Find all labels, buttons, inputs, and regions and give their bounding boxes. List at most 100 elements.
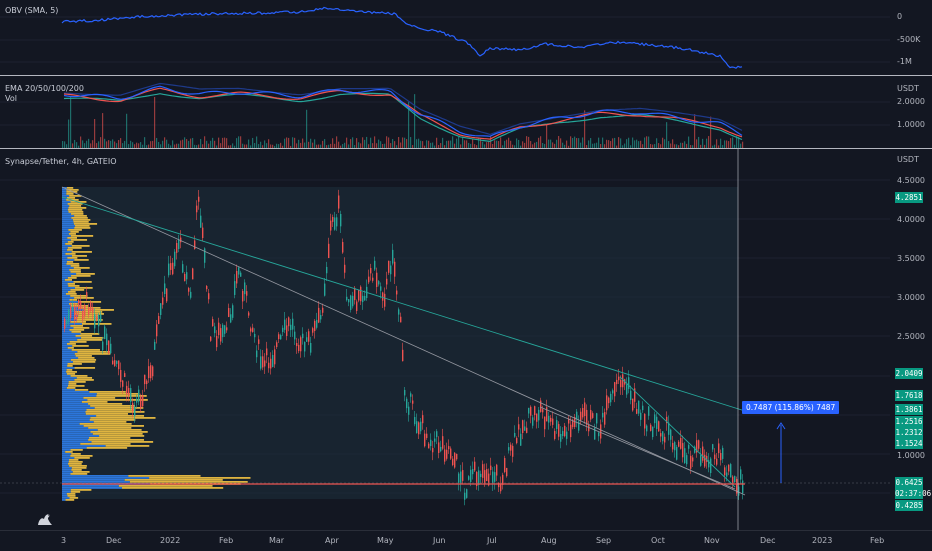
volume-profile-bar: [62, 255, 72, 257]
volume-bar: [408, 101, 410, 148]
volume-profile-bar: [62, 457, 75, 459]
volume-profile-bar: [129, 481, 248, 483]
volume-bar: [470, 143, 472, 148]
candle-body: [192, 268, 194, 280]
volume-bar: [406, 139, 408, 148]
candle-body: [510, 444, 512, 451]
volume-profile-bar: [62, 431, 91, 433]
volume-profile-bar: [77, 351, 111, 353]
candle-body: [244, 282, 246, 295]
volume-profile-bar: [62, 425, 84, 427]
pane-separator[interactable]: [0, 75, 932, 76]
candle-body: [508, 447, 510, 451]
volume-bar: [414, 94, 416, 148]
volume-indicator-label[interactable]: Vol: [5, 94, 17, 103]
price-axis-label: 4.5000: [897, 176, 925, 185]
volume-profile-bar: [67, 249, 73, 251]
volume-bar: [152, 140, 154, 148]
time-axis[interactable]: [0, 530, 932, 551]
candle-body: [424, 433, 426, 447]
volume-profile-bar: [68, 229, 82, 231]
volume-profile-bar: [62, 401, 82, 403]
volume-bar: [84, 143, 86, 148]
volume-profile-bar: [71, 467, 87, 469]
candle-body: [204, 248, 206, 263]
price-chart[interactable]: [0, 149, 932, 530]
obv-indicator-label[interactable]: OBV (SMA, 5): [5, 6, 59, 15]
volume-bar: [688, 136, 690, 148]
time-axis-label: 3: [61, 536, 67, 545]
candle-body: [346, 296, 348, 301]
volume-bar: [322, 140, 324, 148]
candle-body: [736, 478, 738, 494]
volume-bar: [572, 137, 574, 148]
candle-body: [178, 239, 180, 250]
volume-profile-bar: [67, 291, 76, 293]
obv-pane[interactable]: OBV (SMA, 5) 0 -500K -1M: [0, 0, 932, 75]
price-pane[interactable]: Synapse/Tether, 4h, GATEIO USDT 4.5000 4…: [0, 149, 932, 530]
volume-bar: [132, 142, 134, 148]
ema-volume-pane[interactable]: EMA 20/50/100/200 Vol USDT 2.0000 1.0000: [0, 76, 932, 148]
candle-body: [440, 446, 442, 452]
volume-bar: [718, 145, 720, 148]
volume-profile-bar: [62, 201, 71, 203]
volume-profile-bar: [62, 409, 87, 411]
volume-bar: [420, 140, 422, 148]
volume-bar: [158, 141, 160, 148]
candle-body: [402, 349, 404, 362]
volume-profile-bar: [62, 357, 79, 359]
volume-bar: [106, 141, 108, 148]
volume-profile-bar: [62, 195, 70, 197]
volume-bar: [194, 144, 196, 148]
volume-bar: [488, 140, 490, 148]
candle-body: [118, 360, 120, 370]
volume-profile-bar: [62, 463, 69, 465]
volume-profile-bar: [62, 369, 67, 371]
volume-bar: [454, 143, 456, 148]
candle-body: [688, 445, 690, 449]
candle-body: [714, 454, 716, 460]
volume-profile-bar: [72, 471, 90, 473]
volume-profile-bar: [92, 433, 143, 435]
candle-body: [626, 384, 628, 395]
volume-bar: [270, 144, 272, 148]
volume-bar: [440, 143, 442, 148]
candle-body: [668, 422, 670, 435]
volume-profile-bar: [81, 337, 104, 339]
candle-body: [184, 273, 186, 282]
volume-bar: [446, 140, 448, 148]
volume-bar: [314, 139, 316, 148]
volume-bar: [200, 138, 202, 148]
candle-body: [214, 326, 216, 334]
time-axis-label: 2023: [812, 536, 833, 545]
volume-bar: [476, 145, 478, 148]
candle-body: [476, 471, 478, 487]
volume-bar: [660, 144, 662, 148]
candle-body: [64, 318, 66, 329]
volume-bar: [592, 143, 594, 148]
symbol-label[interactable]: Synapse/Tether, 4h, GATEIO: [5, 157, 117, 166]
tradingview-logo-icon[interactable]: [36, 511, 54, 527]
volume-profile-bar: [62, 441, 92, 443]
volume-bar: [516, 138, 518, 148]
price-badge: 1.3861: [895, 404, 923, 415]
ema-indicator-label[interactable]: EMA 20/50/100/200: [5, 84, 84, 93]
volume-bar: [290, 145, 292, 148]
candle-body: [420, 421, 422, 432]
candle-body: [236, 270, 238, 284]
pane-separator[interactable]: [0, 148, 932, 149]
volume-bar: [170, 145, 172, 148]
price-badge: 1.7618: [895, 390, 923, 401]
volume-bar: [370, 137, 372, 148]
candle-body: [70, 306, 72, 318]
volume-bar: [160, 144, 162, 148]
volume-profile-bar: [80, 333, 100, 335]
measure-callout[interactable]: 0.7487 (115.86%) 7487: [742, 401, 840, 414]
volume-bar: [198, 144, 200, 148]
volume-profile-bar: [62, 405, 91, 407]
candle-body: [712, 444, 714, 450]
candle-body: [206, 285, 208, 290]
volume-bar: [674, 144, 676, 148]
volume-profile-bar: [62, 223, 74, 225]
candle-body: [376, 272, 378, 287]
